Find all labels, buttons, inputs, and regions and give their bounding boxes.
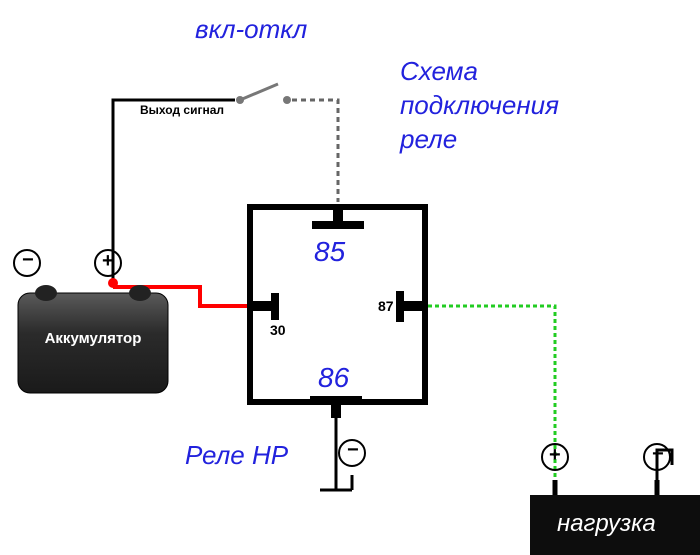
wire-switch-to-85 [292,100,338,202]
label-pin87: 87 [378,298,394,314]
label-minus-batt: − [22,249,34,272]
label-load: нагрузка [557,510,656,538]
switch-pad-right [283,96,291,104]
title-line-3: реле [400,122,559,156]
label-minus-relay: − [347,439,359,462]
battery-terminal-pos-post [129,285,151,301]
battery-terminal-neg-post [35,285,57,301]
label-pin85: 85 [314,236,345,268]
wire-signal-out [113,100,235,283]
label-relay: Реле НР [185,440,288,471]
title-line-1: Схема [400,54,559,88]
label-switch: вкл-откл [195,14,307,45]
label-battery: Аккумулятор [18,330,168,347]
label-pin86: 86 [318,362,349,394]
label-plus-batt: + [102,250,114,273]
label-title: Схема подключения реле [400,54,559,156]
label-plus-load: + [549,444,561,467]
label-minus-load: − [652,443,664,466]
switch-lever [240,84,278,100]
title-line-2: подключения [400,88,559,122]
label-pin30: 30 [270,322,286,338]
wire-87-to-load [428,306,555,480]
label-signal-out: Выход сигнал [140,103,224,117]
relay-ground-symbol [320,470,352,490]
